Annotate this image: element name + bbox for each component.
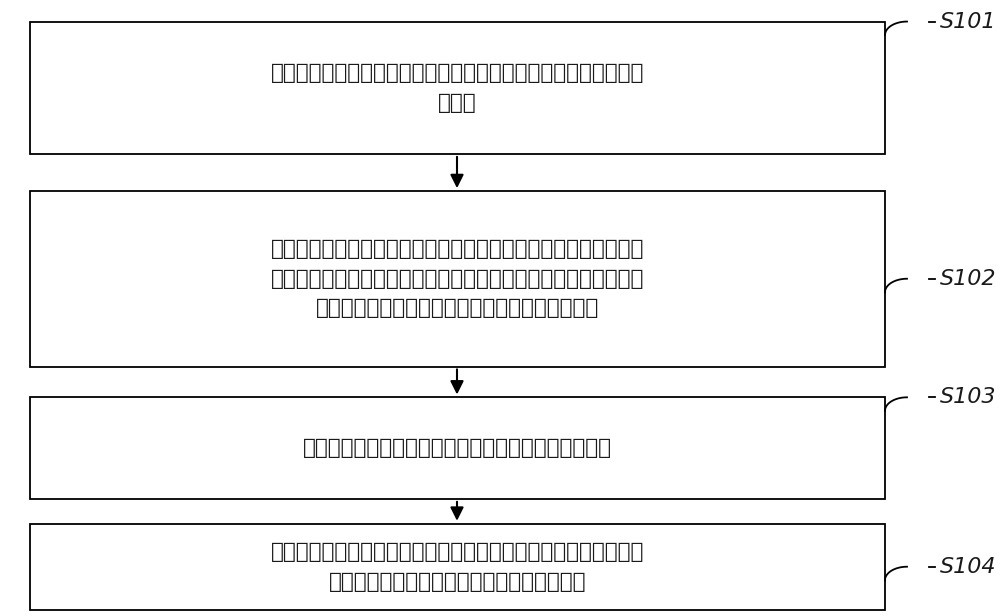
FancyBboxPatch shape [30, 524, 885, 610]
Text: S104: S104 [940, 557, 997, 577]
Text: 电池管理模块将第一电压值与第二电压值进行比对，生成电压差值
，若电压差值小于第一预设压差值，则生成双支路闭合指令，若电
压差值大于第一预设压差值则生成单支路闭合: 电池管理模块将第一电压值与第二电压值进行比对，生成电压差值 ，若电压差值小于第一… [271, 239, 644, 318]
Text: S102: S102 [940, 269, 997, 289]
FancyBboxPatch shape [30, 22, 885, 154]
Text: 电池管理模块进行比对操作，若实时电流值符合电流范围值，且电
压差值符合压差范围值，生成单支路闭合指令: 电池管理模块进行比对操作，若实时电流值符合电流范围值，且电 压差值符合压差范围值… [271, 542, 644, 591]
FancyBboxPatch shape [30, 191, 885, 367]
Text: 电流采集单元采集实时电流值，并发送至电池管理模块: 电流采集单元采集实时电流值，并发送至电池管理模块 [303, 438, 612, 458]
FancyBboxPatch shape [30, 397, 885, 499]
Text: 电压采集单元分别采集第一电压值及第二电压值，并发送至电池管
理模块: 电压采集单元分别采集第一电压值及第二电压值，并发送至电池管 理模块 [271, 63, 644, 113]
Text: S103: S103 [940, 387, 997, 407]
Text: S101: S101 [940, 12, 997, 31]
